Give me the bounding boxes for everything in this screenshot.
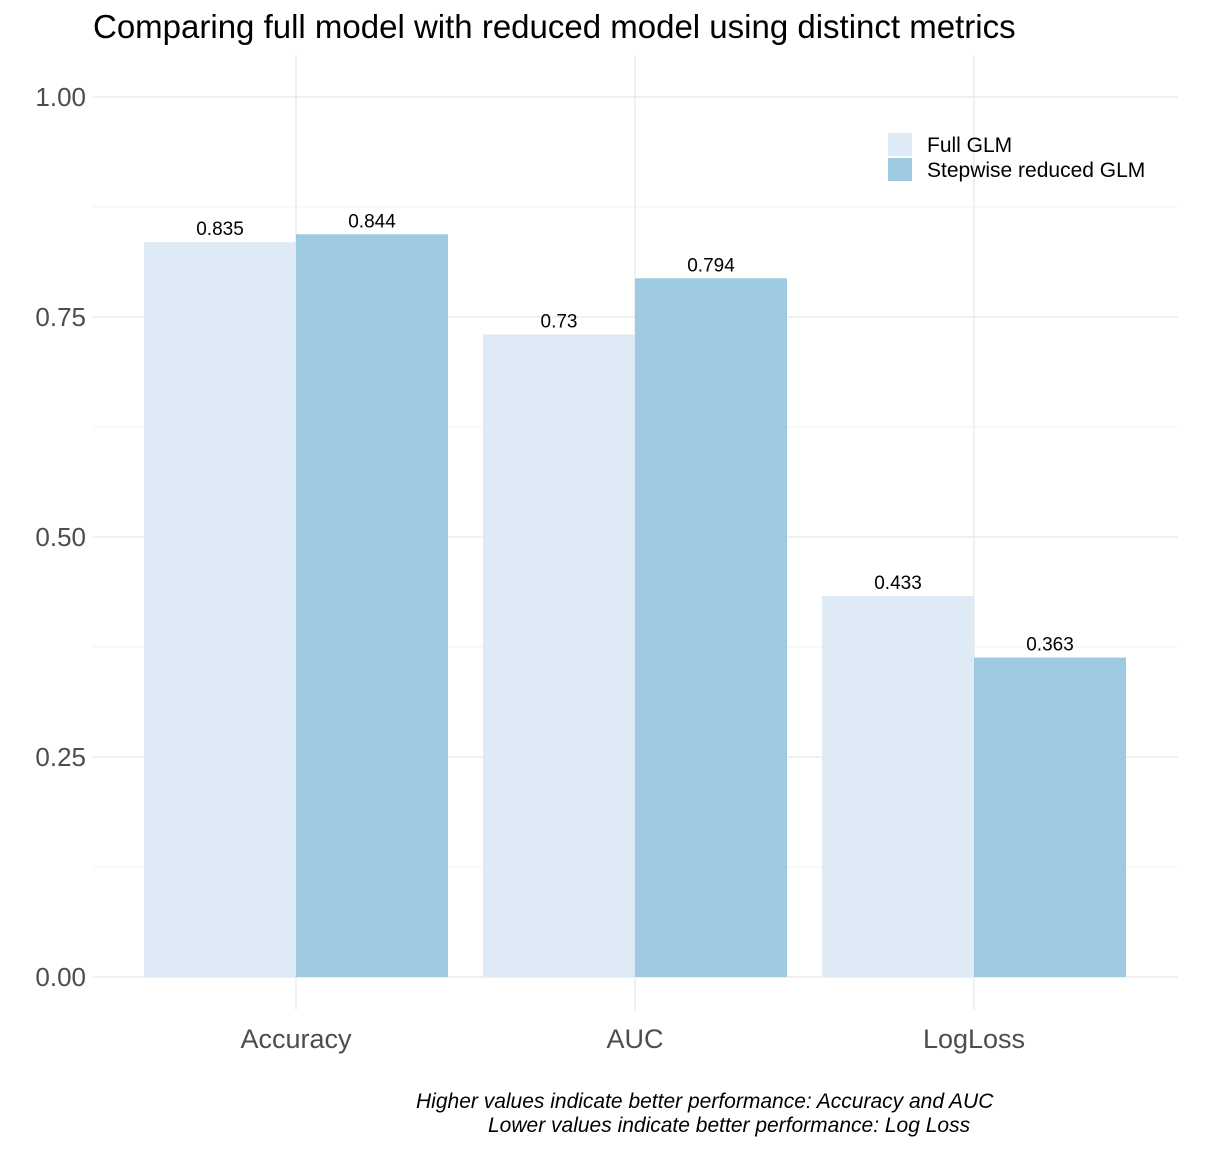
y-tick-label: 0.75 xyxy=(35,302,86,332)
x-tick-label: AUC xyxy=(606,1024,663,1054)
bar-value-label: 0.73 xyxy=(541,312,578,333)
y-axis-ticks: 0.00 0.25 0.50 0.75 1.00 xyxy=(35,82,86,992)
y-tick-label: 1.00 xyxy=(35,82,86,112)
bar-auc-full-glm xyxy=(483,334,635,978)
bar-accuracy-full-glm xyxy=(144,242,296,977)
legend-label-stepwise-reduced-glm: Stepwise reduced GLM xyxy=(927,159,1145,182)
x-tick-label: LogLoss xyxy=(923,1024,1025,1054)
bar-value-label: 0.433 xyxy=(874,573,922,594)
bar-value-label: 0.794 xyxy=(687,255,735,276)
bar-logloss-stepwise-reduced-glm xyxy=(974,657,1126,977)
bar-value-label: 0.835 xyxy=(196,219,244,240)
x-axis-ticks: Accuracy AUC LogLoss xyxy=(240,1024,1025,1054)
bar-value-label: 0.844 xyxy=(348,211,396,232)
y-tick-label: 0.00 xyxy=(35,962,86,992)
x-tick-label: Accuracy xyxy=(240,1024,352,1054)
bar-labels: 0.835 0.844 0.73 0.794 0.433 0.363 xyxy=(196,211,1074,655)
legend-swatch-stepwise-reduced-glm xyxy=(888,158,912,181)
bar-logloss-full-glm xyxy=(822,595,974,977)
legend: Full GLM Stepwise reduced GLM xyxy=(888,133,1145,182)
caption-line-1: Higher values indicate better performanc… xyxy=(416,1090,994,1113)
caption: Higher values indicate better performanc… xyxy=(416,1090,994,1137)
bar-auc-stepwise-reduced-glm xyxy=(635,278,787,977)
y-tick-label: 0.25 xyxy=(35,742,86,772)
y-tick-label: 0.50 xyxy=(35,522,86,552)
caption-line-2: Lower values indicate better performance… xyxy=(488,1114,971,1137)
bar-value-label: 0.363 xyxy=(1026,635,1074,656)
bars xyxy=(144,234,1126,978)
legend-label-full-glm: Full GLM xyxy=(927,134,1012,157)
legend-swatch-full-glm xyxy=(888,133,912,156)
chart-title: Comparing full model with reduced model … xyxy=(93,8,1016,45)
bar-accuracy-stepwise-reduced-glm xyxy=(296,234,448,977)
